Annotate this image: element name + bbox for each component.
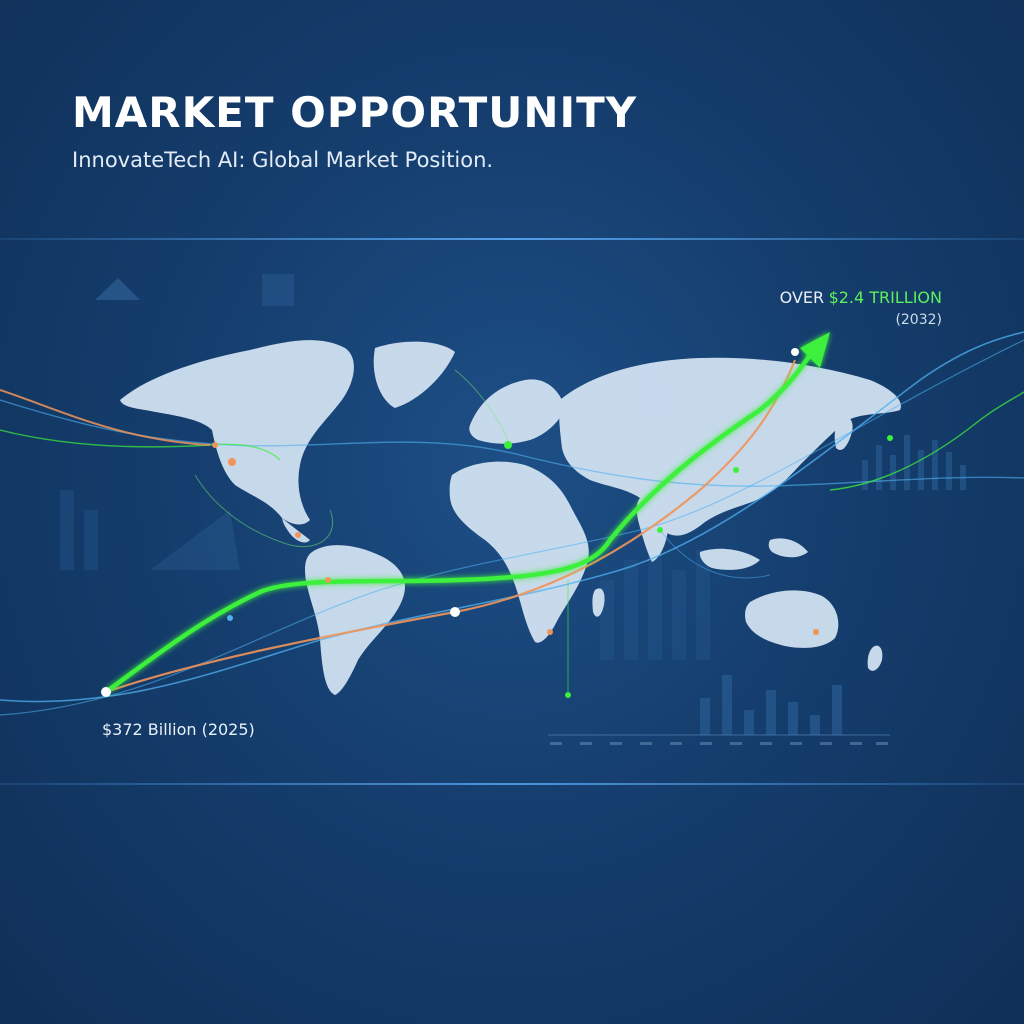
divider-bottom [0, 783, 1024, 785]
background-bars-mid [60, 490, 710, 660]
market-growth-visual [0, 274, 1024, 745]
slide-subtitle: InnovateTech AI: Global Market Position. [72, 148, 494, 172]
end-value-prefix: OVER [779, 288, 825, 307]
start-value-label: $372 Billion (2025) [102, 720, 255, 739]
growth-line [104, 350, 814, 694]
data-markers [101, 348, 893, 698]
arrow-head-icon [800, 332, 830, 368]
flow-lines [0, 331, 1024, 716]
background-shapes [95, 274, 294, 570]
end-value-amount: $2.4 TRILLION [828, 288, 942, 307]
world-map-icon [120, 340, 901, 695]
divider-top [0, 238, 1024, 240]
axis-ticks [550, 742, 888, 745]
end-value-callout: OVER $2.4 TRILLION (2032) [780, 288, 942, 328]
slide-title: MARKET OPPORTUNITY [72, 88, 638, 137]
end-value-year: (2032) [895, 312, 942, 328]
background-bars-bottom [700, 675, 842, 735]
